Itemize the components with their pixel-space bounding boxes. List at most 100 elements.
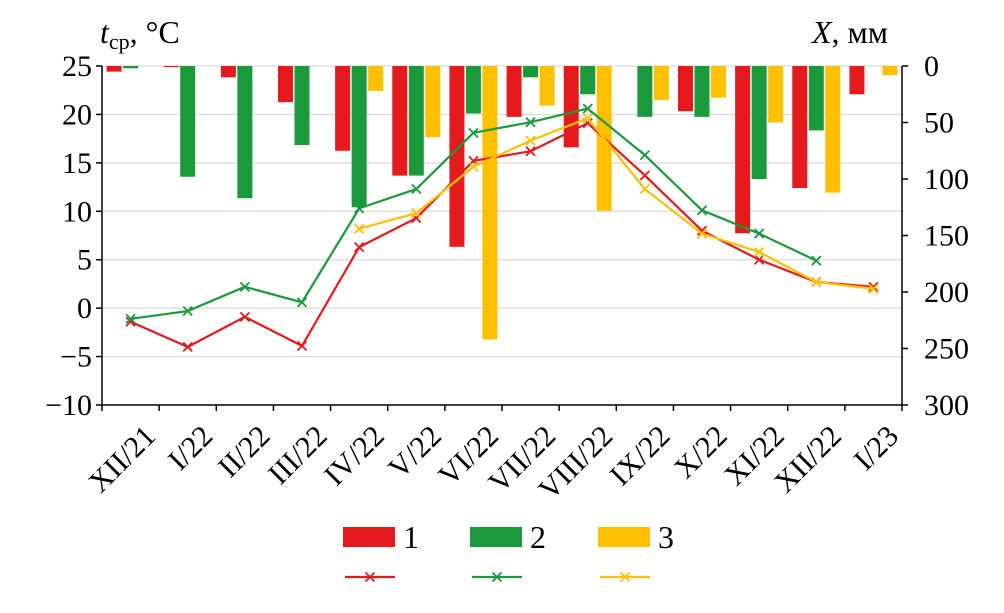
temp-marker-2 [582, 103, 593, 114]
precip-bar-1 [220, 66, 236, 78]
temp-marker-3 [354, 223, 365, 234]
precip-bar-2 [294, 66, 310, 146]
left-tick-label: 20 [62, 98, 92, 131]
temp-marker-2 [696, 205, 708, 216]
right-tick-label: 0 [924, 50, 939, 83]
precip-bar-1 [678, 66, 693, 112]
temp-line-3 [358, 116, 874, 290]
left-axis-title: tср, °C [100, 14, 180, 54]
precipitation-bars [106, 66, 898, 340]
category-label: III/22 [262, 419, 334, 491]
right-tick-label: 300 [924, 389, 969, 422]
temp-marker-2 [525, 117, 536, 128]
legend-bar-swatch-3 [598, 527, 650, 547]
precip-bar-1 [506, 66, 522, 117]
precip-bar-2 [751, 66, 767, 179]
left-tick-label: 0 [77, 292, 92, 325]
legend-bar-swatch-1 [343, 527, 395, 547]
right-tick-label: 250 [924, 333, 969, 366]
legend-bar-swatch-2 [470, 527, 522, 547]
temp-marker-3 [639, 183, 650, 195]
precip-bar-3 [425, 66, 441, 138]
temp-series-3 [354, 113, 879, 294]
temp-marker-1 [296, 340, 308, 352]
temp-marker-2 [239, 281, 250, 292]
temperature-lines [125, 103, 879, 353]
category-label: II/22 [212, 419, 277, 484]
left-tick-label: −10 [45, 389, 92, 422]
temp-marker-2 [411, 183, 422, 195]
precip-bar-1 [163, 66, 179, 68]
precip-bar-2 [180, 66, 196, 177]
temp-marker-2 [811, 255, 822, 266]
temp-marker-3 [754, 246, 765, 258]
precip-bar-2 [408, 66, 424, 176]
legend-marker-1 [364, 571, 376, 583]
temp-marker-3 [582, 113, 593, 124]
precip-bar-3 [882, 66, 898, 76]
precip-bar-2 [808, 66, 824, 131]
legend-marker-2 [491, 571, 503, 583]
temp-marker-2 [182, 305, 193, 317]
precip-bar-2 [237, 66, 253, 199]
precip-bar-3 [825, 66, 841, 193]
legend: 1 2 3 [343, 519, 674, 583]
precip-bar-3 [368, 66, 384, 91]
precip-bar-1 [278, 66, 293, 103]
temp-marker-2 [296, 297, 308, 308]
precip-bar-1 [792, 66, 808, 189]
category-label: I/22 [162, 419, 220, 477]
precip-bar-2 [694, 66, 710, 117]
temp-marker-2 [639, 149, 650, 161]
precip-bar-2 [465, 66, 481, 114]
temp-marker-3 [411, 208, 422, 219]
precip-bar-3 [653, 66, 669, 100]
temp-marker-1 [354, 241, 365, 253]
precip-bar-3 [482, 66, 498, 340]
temp-marker-1 [239, 311, 250, 322]
temp-marker-3 [811, 276, 822, 288]
precip-bar-1 [449, 66, 465, 247]
temp-marker-3 [525, 135, 536, 146]
axes [96, 65, 908, 411]
left-tick-label: −5 [60, 341, 92, 374]
temp-marker-1 [868, 281, 879, 292]
precip-bar-2 [123, 66, 139, 69]
temp-marker-3 [468, 161, 479, 172]
legend-marker-3 [619, 571, 631, 583]
precip-bar-3 [539, 66, 555, 106]
left-tick-label: 5 [77, 244, 92, 277]
category-label: XII/21 [82, 419, 162, 499]
temp-series-2 [125, 103, 822, 324]
temp-marker-2 [754, 228, 765, 239]
precip-bar-2 [637, 66, 653, 117]
temp-line-2 [130, 107, 817, 320]
left-tick-label: 10 [62, 195, 92, 228]
category-label: IX/22 [604, 419, 677, 492]
precip-bar-1 [563, 66, 579, 148]
precip-bar-2 [523, 66, 539, 78]
temp-marker-3 [696, 228, 708, 239]
right-tick-label: 150 [924, 220, 969, 253]
category-label: I/23 [848, 419, 906, 477]
legend-label-3: 3 [658, 519, 674, 555]
precip-bar-2 [580, 66, 596, 95]
right-tick-label: 200 [924, 276, 969, 309]
temp-marker-1 [754, 254, 765, 265]
precip-bar-1 [392, 66, 408, 176]
left-tick-label: 15 [62, 147, 92, 180]
temp-marker-3 [868, 283, 879, 294]
precip-bar-2 [351, 66, 367, 208]
category-label: XII/22 [768, 419, 848, 499]
precip-bar-1 [849, 66, 865, 95]
precip-bar-1 [335, 66, 351, 151]
temp-marker-1 [639, 170, 650, 181]
legend-label-2: 2 [530, 519, 546, 555]
precip-bar-1 [735, 66, 751, 234]
temp-marker-1 [182, 341, 193, 353]
right-tick-label: 50 [924, 107, 954, 140]
category-label: IV/22 [318, 419, 391, 492]
left-tick-label: 25 [62, 50, 92, 83]
right-tick-label: 100 [924, 163, 969, 196]
